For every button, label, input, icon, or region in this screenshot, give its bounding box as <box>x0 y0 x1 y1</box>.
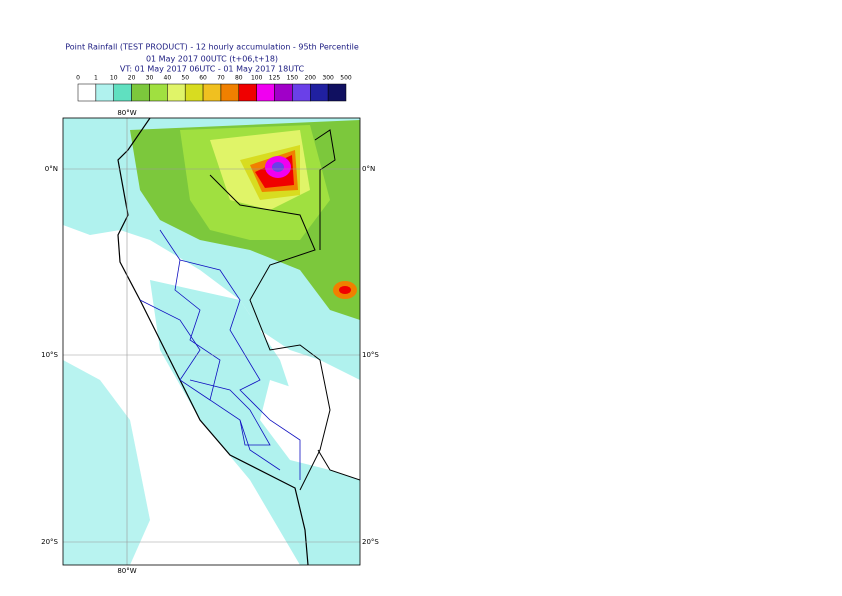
colorbar-label: 1 <box>94 75 98 82</box>
lon-label: 80°W <box>117 567 136 575</box>
lat-label: 20°S <box>41 538 58 546</box>
colorbar-label: 125 <box>269 75 281 82</box>
colorbar-swatch <box>167 83 186 102</box>
colorbar-label: 40 <box>164 75 172 82</box>
colorbar-swatch <box>113 83 132 102</box>
colorbar: 0 1 10 20 30 40 50 60 70 80 100 125 150 200 300 500 <box>76 75 352 102</box>
colorbar-label: 80 <box>235 75 243 82</box>
valid-time: VT: 01 May 2017 06UTC - 01 May 2017 18UT… <box>120 65 305 74</box>
colorbar-label: 70 <box>217 75 225 82</box>
colorbar-swatch <box>95 83 114 102</box>
map-frame <box>62 117 361 566</box>
colorbar-swatch <box>77 83 97 102</box>
colorbar-swatch <box>274 83 293 102</box>
colorbar-label: 500 <box>340 75 352 82</box>
lat-label: 0°N <box>362 165 375 173</box>
colorbar-label: 150 <box>287 75 299 82</box>
colorbar-label: 60 <box>199 75 207 82</box>
colorbar-swatch <box>310 83 329 102</box>
lat-label: 10°S <box>362 351 379 359</box>
colorbar-swatch <box>220 83 240 102</box>
title: Point Rainfall (TEST PRODUCT) - 12 hourl… <box>65 43 359 52</box>
colorbar-swatch <box>149 83 168 102</box>
colorbar-label: 10 <box>110 75 118 82</box>
colorbar-label: 30 <box>146 75 154 82</box>
map <box>63 118 360 565</box>
colorbar-label: 50 <box>181 75 189 82</box>
colorbar-swatch <box>327 83 347 102</box>
colorbar-swatch <box>202 83 222 102</box>
run-time: 01 May 2017 00UTC (t+06,t+18) <box>146 55 278 64</box>
colorbar-swatch <box>184 83 204 102</box>
colorbar-swatch <box>131 83 150 102</box>
lat-label: 0°N <box>45 165 58 173</box>
colorbar-swatch <box>292 83 311 102</box>
colorbar-label: 200 <box>305 75 317 82</box>
lat-label: 10°S <box>41 351 58 359</box>
lon-label: 80°W <box>117 109 136 117</box>
colorbar-label: 300 <box>322 75 334 82</box>
colorbar-label: 100 <box>251 75 263 82</box>
colorbar-swatch <box>256 83 275 102</box>
colorbar-label: 0 <box>76 75 80 82</box>
colorbar-swatch <box>238 83 257 102</box>
colorbar-label: 20 <box>128 75 136 82</box>
lat-label: 20°S <box>362 538 379 546</box>
